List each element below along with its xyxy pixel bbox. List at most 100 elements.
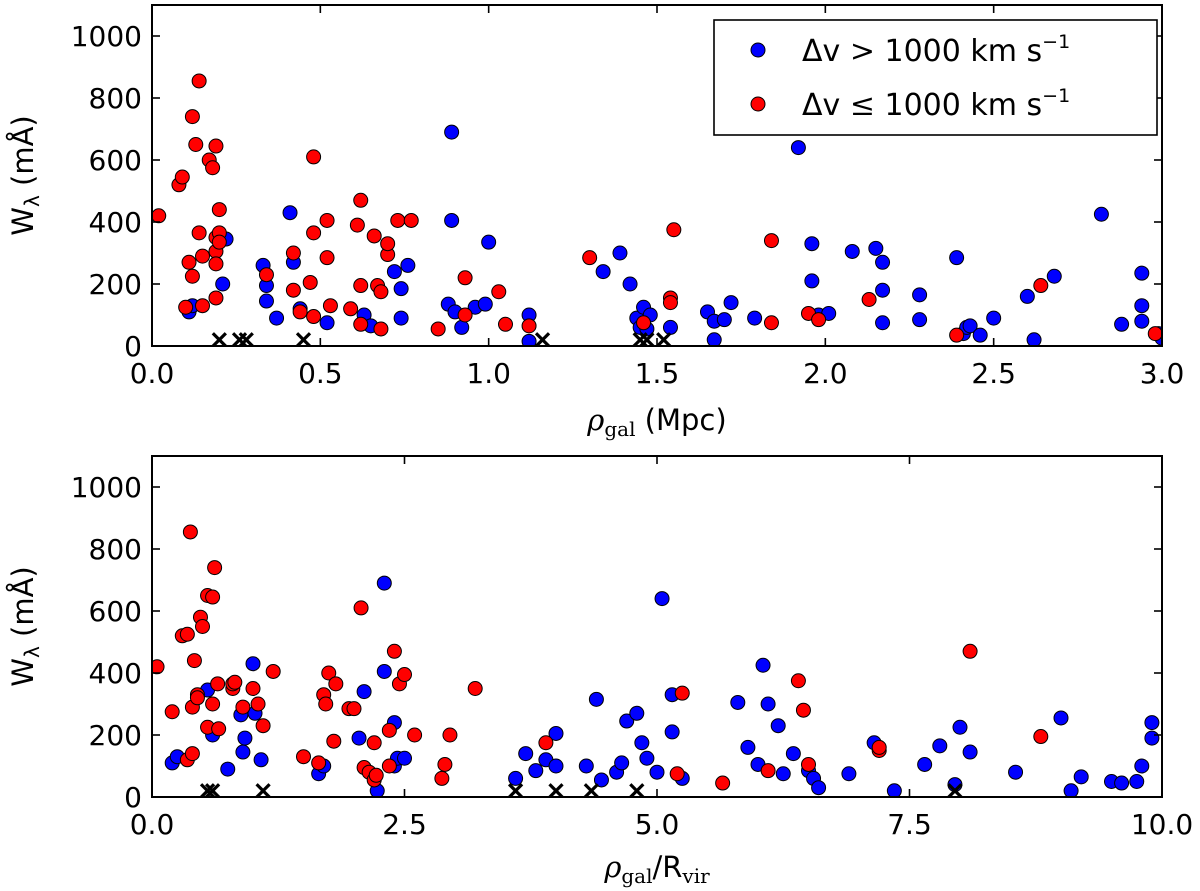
blue-data-point bbox=[319, 315, 335, 331]
red-data-point bbox=[319, 250, 335, 266]
blue-data-point bbox=[664, 724, 680, 740]
red-data-point bbox=[184, 109, 200, 125]
blue-data-point bbox=[932, 738, 948, 754]
y-tick-label: 200 bbox=[89, 268, 142, 301]
blue-data-point bbox=[245, 656, 261, 672]
blue-data-point bbox=[1093, 206, 1109, 222]
x-marker-point bbox=[204, 783, 221, 797]
x-marker-point bbox=[238, 332, 254, 346]
red-data-point bbox=[208, 290, 224, 306]
blue-data-point bbox=[548, 758, 564, 774]
red-data-point bbox=[434, 770, 450, 786]
red-data-point bbox=[182, 524, 198, 540]
x-marker-point bbox=[947, 783, 963, 797]
blue-data-point bbox=[639, 750, 655, 766]
x-marker-point bbox=[211, 332, 227, 346]
red-data-point bbox=[208, 256, 224, 272]
red-data-point bbox=[861, 292, 877, 307]
top-axis-ticks: 0.0 0.5 1.0 1.5 2.0 2.5 3.0 0 200 400 600 800 1000 bbox=[71, 5, 1184, 390]
blue-data-point bbox=[393, 281, 409, 297]
red-data-point bbox=[521, 318, 537, 334]
red-data-point bbox=[211, 202, 227, 218]
x-marker-point bbox=[656, 332, 672, 346]
blue-data-point bbox=[1046, 268, 1062, 284]
blue-data-point bbox=[1129, 774, 1145, 789]
red-data-point bbox=[207, 560, 223, 576]
blue-data-point bbox=[1134, 313, 1150, 329]
blue-data-point bbox=[972, 327, 988, 343]
blue-data-point bbox=[962, 318, 978, 334]
blue-data-point bbox=[962, 744, 978, 760]
red-data-point bbox=[191, 225, 207, 241]
x-tick-label: 10.0 bbox=[1131, 808, 1193, 841]
red-data-point bbox=[373, 321, 389, 337]
red-data-point bbox=[763, 315, 779, 331]
blue-data-point bbox=[755, 657, 771, 673]
x-tick-label: 0.0 bbox=[130, 808, 175, 841]
red-data-point bbox=[285, 282, 301, 298]
blue-data-point bbox=[622, 276, 638, 292]
blue-data-point bbox=[444, 124, 460, 140]
red-data-point bbox=[669, 766, 685, 782]
red-data-point bbox=[1033, 729, 1049, 745]
red-data-point bbox=[152, 208, 167, 224]
red-data-point bbox=[1147, 326, 1162, 342]
blue-data-point bbox=[518, 746, 534, 762]
x-marker-point bbox=[295, 332, 312, 346]
red-data-point bbox=[949, 327, 965, 343]
red-legend-marker bbox=[750, 96, 766, 112]
red-data-point bbox=[164, 704, 180, 720]
x-marker-point bbox=[199, 783, 216, 797]
blue-data-point bbox=[716, 312, 732, 328]
blue-data-point bbox=[220, 761, 236, 777]
y-axis-label-text: Wλ (mÅ) bbox=[6, 115, 44, 235]
red-data-point bbox=[195, 298, 210, 314]
red-data-point bbox=[210, 676, 226, 692]
blue-data-point bbox=[811, 780, 827, 796]
blue-data-point bbox=[400, 257, 416, 273]
x-tick-label: 0.0 bbox=[130, 357, 175, 390]
red-data-point bbox=[366, 735, 382, 751]
bottom-x-axis-label: ρgal/Rvir bbox=[603, 850, 710, 888]
red-data-point bbox=[763, 233, 779, 249]
red-data-point bbox=[403, 212, 419, 228]
blue-data-point bbox=[917, 756, 933, 772]
red-data-point bbox=[184, 268, 200, 284]
x-tick-label: 1.5 bbox=[635, 357, 680, 390]
blue-data-point bbox=[1134, 758, 1150, 774]
blue-data-point bbox=[619, 713, 635, 729]
blue-data-point bbox=[1114, 316, 1130, 332]
x-marker-point bbox=[534, 332, 551, 346]
blue-data-point bbox=[790, 140, 806, 156]
red-data-point bbox=[368, 767, 384, 783]
blue-data-point bbox=[1114, 775, 1130, 791]
x-axis-label-text: ρgal (Mpc) bbox=[586, 403, 726, 441]
blue-legend-marker bbox=[750, 42, 766, 58]
red-data-point bbox=[250, 696, 266, 712]
top-legend: Δv > 1000 km s−1 Δv ≤ 1000 km s−1 bbox=[713, 19, 1158, 136]
bottom-panel: 0.0 2.5 5.0 7.5 10.0 0 200 400 600 800 1000 ρgal/R… bbox=[6, 455, 1193, 888]
x-marker-point bbox=[629, 783, 645, 797]
blue-data-point bbox=[454, 319, 470, 335]
y-tick-label: 800 bbox=[89, 82, 142, 115]
blue-data-point bbox=[952, 719, 968, 735]
red-data-point bbox=[437, 756, 453, 772]
y-tick-label: 0 bbox=[124, 330, 142, 363]
blue-data-point bbox=[649, 764, 665, 780]
red-data-point bbox=[407, 727, 423, 743]
blue-data-point bbox=[912, 312, 928, 328]
red-data-point bbox=[292, 304, 308, 320]
blue-data-point bbox=[844, 243, 860, 259]
red-data-point bbox=[319, 212, 335, 228]
x-tick-label: 2.5 bbox=[382, 808, 427, 841]
red-data-point bbox=[674, 685, 690, 701]
red-data-point bbox=[178, 299, 194, 315]
blue-data-point bbox=[662, 319, 678, 335]
x-marker-point bbox=[583, 783, 599, 797]
blue-data-point bbox=[747, 310, 763, 326]
red-data-point bbox=[186, 653, 202, 669]
red-data-point bbox=[636, 315, 652, 331]
blue-data-point bbox=[397, 750, 412, 766]
red-data-point bbox=[801, 756, 816, 772]
